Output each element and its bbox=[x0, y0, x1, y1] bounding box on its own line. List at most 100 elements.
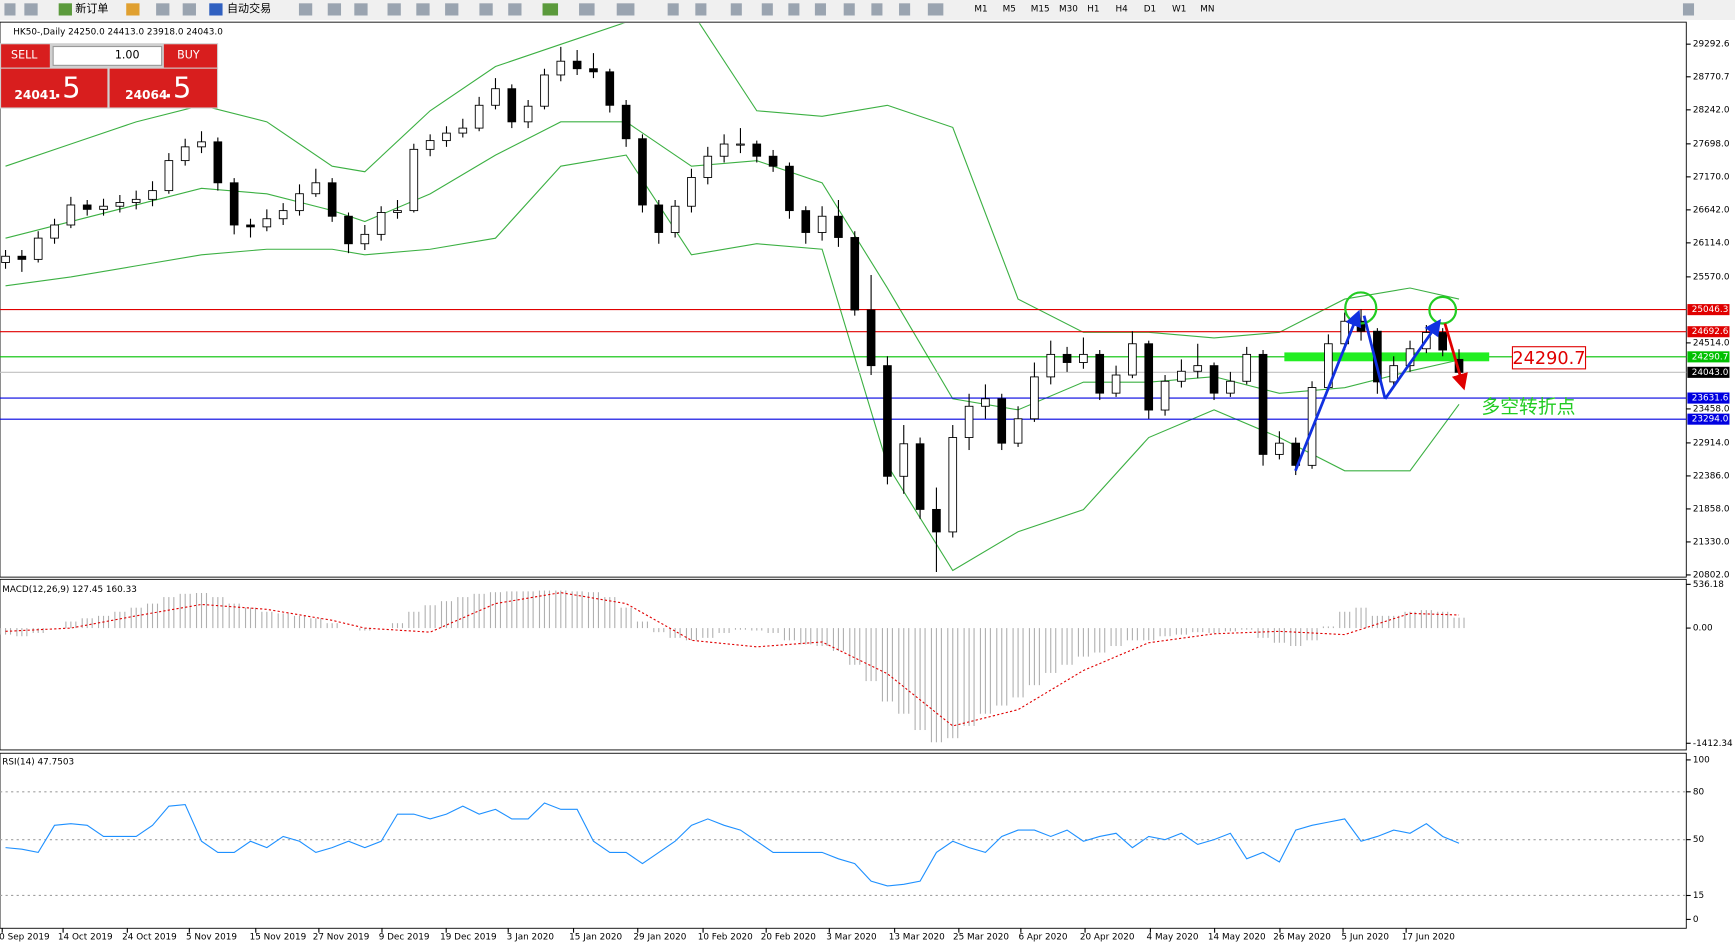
icon[interactable] bbox=[616, 3, 635, 16]
icon[interactable] bbox=[667, 3, 679, 16]
icon[interactable] bbox=[542, 3, 559, 16]
candle-body bbox=[1438, 332, 1448, 351]
icon[interactable] bbox=[298, 3, 313, 16]
macd-title: MACD(12,26,9) 127.45 160.33 bbox=[2, 585, 137, 595]
timeframe-button[interactable]: M15 bbox=[1031, 4, 1050, 14]
macd-pane bbox=[0, 578, 1687, 751]
bollinger-middle bbox=[5, 121, 1460, 411]
icon[interactable] bbox=[730, 3, 742, 16]
icon[interactable] bbox=[387, 3, 401, 16]
icon[interactable] bbox=[788, 3, 800, 16]
candle-body bbox=[523, 105, 533, 123]
icon[interactable] bbox=[1682, 3, 1695, 16]
icon[interactable] bbox=[479, 3, 493, 16]
candle-body bbox=[670, 205, 680, 233]
level-tag bbox=[1687, 351, 1730, 363]
candle-body bbox=[915, 443, 925, 510]
y-tick-label: 80 bbox=[1693, 787, 1705, 797]
timeframe-button[interactable]: M1 bbox=[974, 4, 987, 14]
icon[interactable] bbox=[58, 3, 72, 16]
icon[interactable] bbox=[695, 3, 707, 16]
candle-body bbox=[33, 237, 43, 260]
candle-body bbox=[1144, 343, 1154, 411]
candle-body bbox=[148, 190, 157, 200]
candle-body bbox=[1226, 380, 1235, 394]
timeframe-button[interactable]: M5 bbox=[1003, 4, 1016, 14]
candle-body bbox=[997, 398, 1007, 444]
icon[interactable] bbox=[579, 3, 595, 16]
icon[interactable] bbox=[508, 3, 522, 16]
level-tag bbox=[1687, 413, 1730, 425]
candle-body bbox=[801, 210, 811, 233]
icon[interactable] bbox=[445, 3, 459, 16]
level-tag-label: 24692.6 bbox=[1692, 327, 1729, 337]
candle-body bbox=[1013, 418, 1023, 444]
level-tag bbox=[1687, 304, 1730, 316]
timeframes: M1 M5 M15 M30 H1 H4 D1 W1 MN bbox=[974, 4, 1214, 14]
auto-trade-button[interactable]: 自动交易 bbox=[227, 1, 271, 15]
candle-body bbox=[1242, 353, 1252, 382]
candle-body bbox=[785, 165, 794, 212]
icon[interactable] bbox=[927, 3, 944, 16]
candle-body bbox=[932, 508, 941, 533]
icon[interactable] bbox=[24, 3, 38, 16]
buy-button[interactable] bbox=[163, 44, 218, 68]
sell-label: SELL bbox=[11, 48, 38, 61]
y-tick-label: 26642.0 bbox=[1693, 205, 1730, 215]
y-tick-label: 28242.0 bbox=[1693, 105, 1730, 115]
candle-body bbox=[491, 88, 500, 106]
icon[interactable] bbox=[209, 3, 223, 16]
icon[interactable] bbox=[4, 3, 16, 16]
new-order-button[interactable]: 新订单 bbox=[75, 1, 108, 15]
candle-body bbox=[540, 74, 549, 107]
volume-box[interactable] bbox=[52, 45, 163, 66]
icon[interactable] bbox=[354, 3, 368, 16]
candle-body bbox=[572, 60, 582, 70]
y-tick-label: 50 bbox=[1693, 835, 1705, 845]
icon[interactable] bbox=[871, 3, 883, 16]
candle-body bbox=[834, 215, 843, 238]
timeframe-button[interactable]: MN bbox=[1200, 4, 1214, 14]
sell-button[interactable] bbox=[1, 44, 50, 68]
icon[interactable] bbox=[899, 3, 911, 16]
timeframe-button[interactable]: M30 bbox=[1059, 4, 1078, 14]
candle-body bbox=[213, 141, 223, 184]
sell-price-box[interactable] bbox=[1, 68, 108, 108]
candle-body bbox=[507, 88, 517, 123]
icon[interactable] bbox=[156, 3, 170, 16]
candle-body bbox=[719, 143, 729, 157]
buy-price-box[interactable] bbox=[109, 68, 218, 108]
candle-body bbox=[344, 215, 353, 245]
x-tick-label: 0 Sep 2019 bbox=[0, 933, 50, 943]
icon[interactable] bbox=[327, 3, 342, 16]
icon[interactable] bbox=[416, 3, 430, 16]
icon[interactable] bbox=[182, 3, 196, 16]
rsi-title: RSI(14) 47.7503 bbox=[2, 758, 74, 768]
candle-body bbox=[687, 177, 696, 207]
buy-label: BUY bbox=[177, 48, 200, 61]
price-callout bbox=[1511, 346, 1587, 370]
timeframe-button[interactable]: W1 bbox=[1172, 4, 1186, 14]
candle-body bbox=[768, 155, 778, 167]
candle-body bbox=[866, 309, 876, 367]
annotations: 24290.7 多空转折点 bbox=[1294, 291, 1587, 472]
timeframe-button[interactable]: H1 bbox=[1087, 4, 1099, 14]
level-tag bbox=[1687, 326, 1730, 338]
buy-price: 24064 bbox=[125, 88, 167, 102]
candle-body bbox=[850, 237, 860, 311]
icon[interactable] bbox=[843, 3, 855, 16]
x-tick-label: 6 Apr 2020 bbox=[1018, 933, 1067, 943]
timeframe-button[interactable]: D1 bbox=[1144, 4, 1156, 14]
timeframe-button[interactable]: H4 bbox=[1116, 4, 1129, 14]
y-tick-label: 24514.0 bbox=[1693, 338, 1730, 348]
candle-body bbox=[1046, 353, 1056, 378]
icon[interactable] bbox=[814, 3, 826, 16]
candle-body bbox=[1177, 370, 1186, 382]
axes: 29292.6 28770.7 28242.0 27698.0 27170.0 26642… bbox=[0, 40, 1733, 943]
candle-body bbox=[899, 443, 909, 477]
x-tick-label: 27 Nov 2019 bbox=[313, 933, 370, 943]
x-tick-label: 20 Feb 2020 bbox=[761, 933, 816, 943]
icon[interactable] bbox=[126, 3, 140, 16]
icon[interactable] bbox=[761, 3, 773, 16]
